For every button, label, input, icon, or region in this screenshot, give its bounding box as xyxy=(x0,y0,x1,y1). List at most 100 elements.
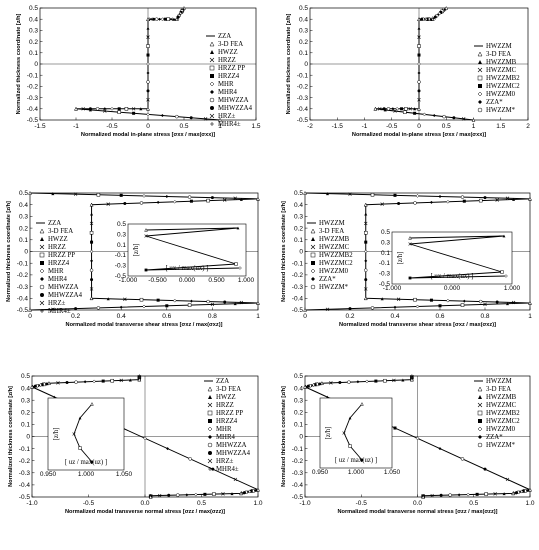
legend-marker xyxy=(207,402,213,408)
legend-marker xyxy=(39,228,45,234)
data-point xyxy=(364,240,368,244)
data-point xyxy=(117,107,121,111)
y-tick-label: -0.2 xyxy=(292,458,304,465)
data-point xyxy=(203,117,208,121)
legend-marker xyxy=(39,244,45,250)
inset-y-tick-label: 0.1 xyxy=(117,242,126,249)
data-point xyxy=(157,493,162,498)
y-axis-label: Normalized thickness coordinate [z/h] xyxy=(281,386,287,487)
data-point xyxy=(417,71,421,75)
data-point xyxy=(210,302,215,307)
legend-entry: MHR4± xyxy=(216,466,239,473)
legend-entry: HWZZM0 xyxy=(319,268,349,275)
data-point xyxy=(446,298,450,303)
inset-x-tick-label: 0.000 xyxy=(444,285,461,292)
data-point xyxy=(417,44,421,48)
data-point xyxy=(165,195,169,199)
y-tick-label: -0.3 xyxy=(292,284,304,291)
legend-marker xyxy=(207,442,213,448)
data-point xyxy=(413,297,417,302)
y-tick-label: 0.4 xyxy=(21,385,30,392)
x-axis-label: Normalized modal in-plane stress [σxx / … xyxy=(352,132,486,138)
data-point xyxy=(409,377,414,382)
y-tick-label: 0.1 xyxy=(21,422,30,429)
y-tick-label: 0.3 xyxy=(29,28,38,35)
data-point xyxy=(438,195,442,199)
legend-marker xyxy=(310,268,316,274)
data-point xyxy=(146,71,150,75)
y-tick-label: -0.4 xyxy=(27,106,39,113)
data-point xyxy=(462,299,466,303)
legend-marker xyxy=(39,252,45,258)
y-tick-label: 0.3 xyxy=(299,28,308,35)
legend-marker xyxy=(40,277,44,281)
data-point xyxy=(495,198,499,202)
data-point xyxy=(137,377,142,382)
series-markers xyxy=(28,190,260,312)
legend-entry: HWZZMC2 xyxy=(319,260,353,267)
data-point xyxy=(89,296,94,301)
y-tick-label: 0.4 xyxy=(19,202,28,209)
legend-entry: HWZZMB2 xyxy=(319,252,353,259)
data-point xyxy=(139,107,143,111)
x-axis-label: Normalized modal transverse normal stres… xyxy=(338,509,498,515)
data-point xyxy=(380,202,384,206)
inset-x-tick-label: 1.000 xyxy=(238,277,255,284)
data-point xyxy=(223,300,227,304)
inset-y-tick-label: -0.1 xyxy=(379,260,391,267)
legend-marker xyxy=(478,84,482,88)
inset-data-point xyxy=(90,402,94,406)
legend-entry: 3-D FEA xyxy=(486,386,511,393)
data-point xyxy=(400,107,404,111)
data-point xyxy=(429,200,433,204)
legend-marker xyxy=(477,402,483,408)
y-tick-label: -0.2 xyxy=(17,272,29,279)
inset-y-label: [z/h] xyxy=(133,244,140,257)
data-point xyxy=(363,202,368,207)
data-point xyxy=(90,278,94,282)
data-point xyxy=(325,307,330,312)
data-point xyxy=(364,212,368,216)
y-tick-label: -0.5 xyxy=(292,494,304,501)
y-tick-label: -0.4 xyxy=(292,296,304,303)
inset-x-label: [ uz / max(uz) ] xyxy=(335,457,377,464)
x-tick-label: 0.5 xyxy=(179,123,188,130)
y-tick-label: -0.2 xyxy=(19,458,31,465)
data-point xyxy=(74,106,78,111)
data-point xyxy=(65,381,69,385)
inset-data-point xyxy=(408,236,412,240)
legend-marker xyxy=(208,395,212,399)
data-point xyxy=(132,111,136,115)
data-point xyxy=(106,202,110,206)
legend-entry: HWZZMC2 xyxy=(486,418,520,425)
data-point xyxy=(383,378,387,383)
data-point xyxy=(417,53,421,57)
legend-marker xyxy=(477,410,483,416)
data-point xyxy=(460,195,465,199)
legend-entry: HWZZM xyxy=(319,220,345,227)
legend-entry: HRZZ xyxy=(48,244,66,251)
x-tick-label: 0.0 xyxy=(413,500,422,507)
legend-marker xyxy=(311,277,315,281)
data-point xyxy=(392,378,396,383)
data-point xyxy=(417,106,421,111)
x-tick-label: 0 xyxy=(303,313,307,320)
data-point xyxy=(380,297,384,301)
data-point xyxy=(146,17,150,21)
legend-marker xyxy=(208,435,212,439)
x-tick-label: 0.5 xyxy=(469,500,478,507)
legend-marker xyxy=(39,284,45,290)
legend-entry: HRZZ PP xyxy=(216,410,243,417)
x-tick-label: 0.8 xyxy=(480,313,489,320)
y-tick-label: 0 xyxy=(304,61,308,68)
data-point xyxy=(483,467,487,471)
data-point xyxy=(329,381,333,385)
data-point xyxy=(483,196,487,200)
data-point xyxy=(30,384,34,389)
data-point xyxy=(176,493,180,497)
y-tick-label: 0 xyxy=(34,61,38,68)
y-tick-label: 0.4 xyxy=(299,16,308,23)
data-point xyxy=(218,117,222,122)
